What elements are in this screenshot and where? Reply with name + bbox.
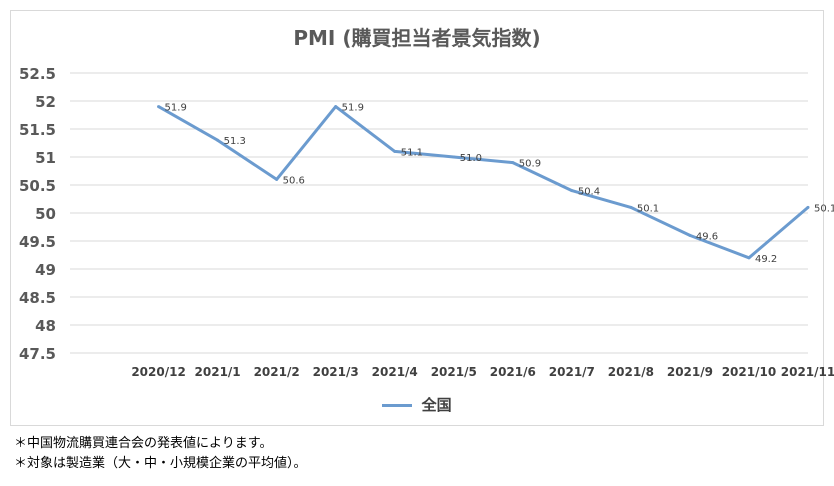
chart-title: PMI (購買担当者景気指数) bbox=[293, 26, 541, 50]
y-tick-label: 51 bbox=[35, 149, 56, 167]
data-label: 50.9 bbox=[519, 159, 541, 170]
x-tick-label: 2021/9 bbox=[667, 365, 713, 379]
data-label: 50.4 bbox=[578, 187, 600, 198]
footnotes: ＊中国物流購買連合会の発表値によります。 ＊対象は製造業（大・中・小規模企業の平… bbox=[14, 434, 307, 474]
data-point bbox=[275, 177, 279, 181]
x-tick-label: 2021/10 bbox=[722, 365, 776, 379]
data-label: 50.1 bbox=[814, 203, 834, 214]
data-label: 50.6 bbox=[283, 175, 305, 186]
x-tick-label: 2021/2 bbox=[254, 365, 300, 379]
x-tick-label: 2021/11 bbox=[781, 365, 834, 379]
legend-label: 全国 bbox=[421, 396, 452, 414]
y-tick-label: 49.5 bbox=[19, 233, 56, 251]
data-point bbox=[629, 205, 633, 209]
footnote-2: ＊対象は製造業（大・中・小規模企業の平均値）。 bbox=[14, 456, 307, 471]
y-tick-label: 49 bbox=[35, 261, 56, 279]
x-tick-label: 2021/6 bbox=[490, 365, 536, 379]
data-label: 51.3 bbox=[224, 136, 246, 147]
data-point bbox=[216, 138, 220, 142]
series-line bbox=[157, 105, 809, 260]
data-point bbox=[334, 105, 338, 109]
y-tick-label: 50.5 bbox=[19, 177, 56, 195]
x-tick-label: 2021/1 bbox=[195, 365, 241, 379]
data-label: 50.1 bbox=[637, 203, 659, 214]
footnote-1: ＊中国物流購買連合会の発表値によります。 bbox=[14, 436, 273, 451]
x-tick-label: 2020/12 bbox=[131, 365, 185, 379]
x-tick-label: 2021/4 bbox=[372, 365, 418, 379]
legend: 全国 bbox=[0, 394, 834, 415]
data-point bbox=[806, 205, 810, 209]
x-tick-label: 2021/7 bbox=[549, 365, 595, 379]
y-tick-label: 52 bbox=[35, 93, 56, 111]
x-tick-label: 2021/8 bbox=[608, 365, 654, 379]
y-tick-label: 47.5 bbox=[19, 345, 56, 363]
chart-frame bbox=[10, 10, 824, 426]
y-tick-label: 52.5 bbox=[19, 65, 56, 83]
legend-swatch bbox=[382, 404, 413, 407]
data-point bbox=[688, 233, 692, 237]
data-point bbox=[452, 155, 456, 159]
data-point bbox=[511, 161, 515, 165]
data-point bbox=[747, 256, 751, 260]
data-point bbox=[570, 189, 574, 193]
x-tick-label: 2021/5 bbox=[431, 365, 477, 379]
y-tick-label: 48.5 bbox=[19, 289, 56, 307]
x-tick-label: 2021/3 bbox=[313, 365, 359, 379]
y-tick-label: 51.5 bbox=[19, 121, 56, 139]
data-label: 51.9 bbox=[342, 103, 364, 114]
data-point bbox=[393, 149, 397, 153]
y-tick-label: 50 bbox=[35, 205, 56, 223]
data-label: 51.1 bbox=[401, 147, 423, 158]
data-label: 51.0 bbox=[460, 153, 482, 164]
data-label: 49.6 bbox=[696, 231, 718, 242]
data-point bbox=[157, 105, 161, 109]
data-label: 51.9 bbox=[165, 103, 187, 114]
data-label: 49.2 bbox=[755, 254, 777, 265]
y-tick-label: 48 bbox=[35, 317, 56, 335]
